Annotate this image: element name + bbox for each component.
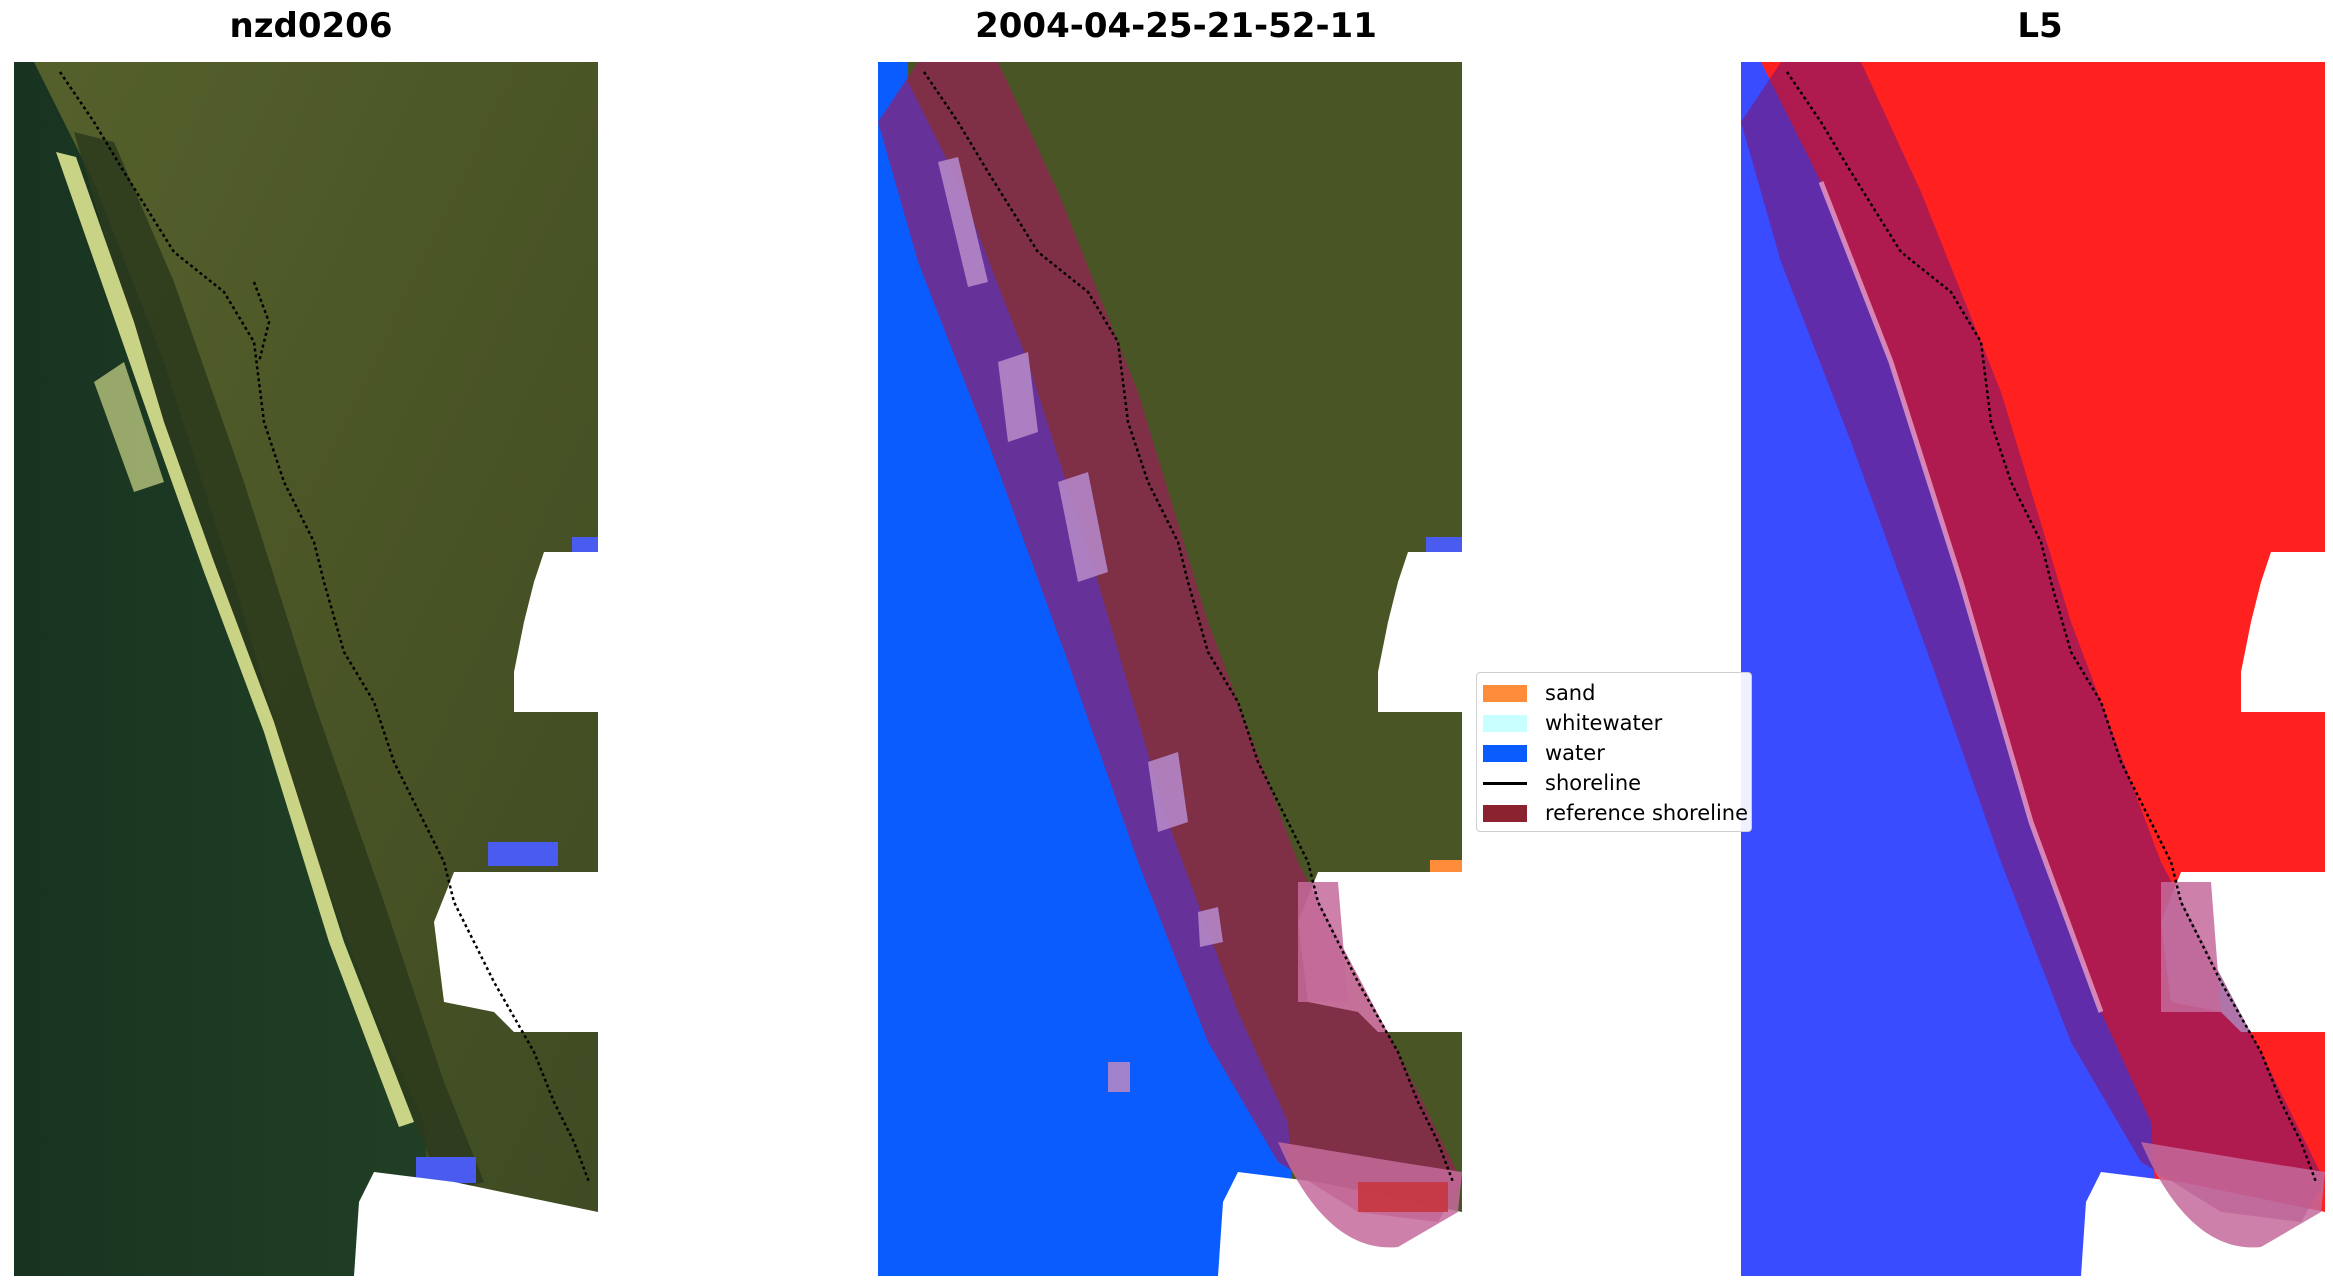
legend-label: water <box>1545 741 1605 765</box>
rgb-satellite-image <box>14 62 598 1276</box>
panel-title-rgb: nzd0206 <box>229 6 393 46</box>
legend-swatch-water <box>1483 745 1527 762</box>
panel-title-classified: 2004-04-25-21-52-11 <box>975 6 1377 46</box>
water-index-image <box>1741 62 2325 1276</box>
classified-image <box>878 62 1462 1276</box>
legend: sand whitewater water shoreline referenc… <box>1476 672 1752 832</box>
legend-label: reference shoreline <box>1545 801 1749 825</box>
legend-line-shoreline <box>1483 782 1527 785</box>
legend-label: sand <box>1545 681 1596 705</box>
legend-swatch-whitewater <box>1483 715 1527 732</box>
panel-title-index: L5 <box>2017 6 2063 46</box>
legend-label: shoreline <box>1545 771 1642 795</box>
legend-swatch-sand <box>1483 685 1527 702</box>
legend-swatch-reference-shoreline <box>1483 805 1527 822</box>
legend-label: whitewater <box>1545 711 1663 735</box>
